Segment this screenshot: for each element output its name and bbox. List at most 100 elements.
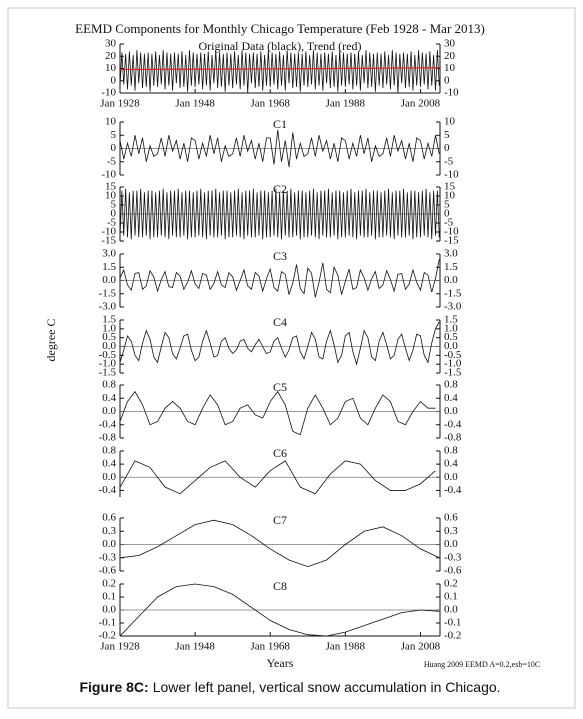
- y-tick-label: 0.8: [102, 445, 116, 457]
- y-tick-label: -0.4: [99, 418, 117, 430]
- figure-border: [7, 7, 576, 709]
- caption-label: Figure 8C:: [79, 679, 148, 695]
- x-tick-label: Jan 1928: [100, 641, 140, 653]
- y-tick-label: -3.0: [444, 301, 462, 313]
- y-tick-label: -0.3: [444, 551, 462, 563]
- panel-title: C5: [273, 380, 287, 394]
- y-tick-label: -5: [444, 217, 454, 229]
- y-tick-label: 0.0: [102, 274, 116, 286]
- y-tick-label: -15: [444, 235, 459, 247]
- y-tick-label: 10: [105, 116, 117, 128]
- caption-text: Lower left panel, vertical snow accumula…: [153, 679, 501, 695]
- x-tick-label: Jan 1948: [175, 98, 215, 110]
- y-tick-label: 0: [444, 208, 450, 220]
- y-tick-label: 0.4: [444, 458, 458, 470]
- y-tick-label: -10: [444, 87, 459, 99]
- credit: Huang 2009 EEMD A=0.2,esb=10C: [424, 660, 540, 669]
- panel-title: Original Data (black), Trend (red): [199, 39, 362, 53]
- series-line: [119, 67, 440, 71]
- y-axis-label: degree C: [44, 319, 58, 362]
- y-tick-label: 0.0: [102, 604, 116, 616]
- y-tick-label: 1.5: [102, 261, 116, 273]
- y-tick-label: 0.2: [444, 578, 458, 590]
- y-tick-label: 0.2: [102, 578, 116, 590]
- y-tick-label: 15: [105, 181, 117, 193]
- y-tick-label: -0.6: [444, 565, 462, 577]
- y-tick-label: -10: [444, 169, 459, 181]
- y-tick-label: 1.5: [444, 261, 458, 273]
- x-tick-label: Jan 1988: [326, 98, 366, 110]
- y-tick-label: -1.5: [444, 367, 462, 379]
- figure-title: EEMD Components for Monthly Chicago Temp…: [75, 21, 485, 36]
- series-line: [119, 460, 436, 495]
- y-tick-label: 30: [105, 38, 117, 50]
- panel-title: C1: [273, 117, 287, 131]
- y-tick-label: -1.5: [444, 287, 462, 299]
- y-tick-label: 0.0: [444, 538, 458, 550]
- y-tick-label: 0.6: [444, 512, 458, 524]
- panel-title: C7: [273, 513, 287, 527]
- panel-title: C3: [273, 249, 287, 263]
- y-tick-label: -10: [444, 226, 459, 238]
- y-tick-label: 0.0: [102, 471, 116, 483]
- y-tick-label: 0.4: [444, 392, 458, 404]
- y-tick-label: 0.1: [444, 591, 458, 603]
- x-tick-label: Jan 1988: [326, 641, 366, 653]
- y-tick-label: -1.5: [99, 287, 117, 299]
- y-tick-label: -1.0: [444, 358, 462, 370]
- y-tick-label: 0.0: [102, 340, 116, 352]
- y-tick-label: 0.5: [102, 331, 116, 343]
- y-tick-label: 0.0: [444, 471, 458, 483]
- y-tick-label: -10: [101, 169, 116, 181]
- y-tick-label: 15: [444, 181, 456, 193]
- y-tick-label: -0.4: [444, 418, 462, 430]
- series-line: [119, 390, 436, 436]
- y-tick-label: 0.0: [444, 405, 458, 417]
- y-tick-label: 20: [105, 50, 117, 62]
- panel-title: C6: [273, 446, 287, 460]
- y-tick-label: -10: [101, 87, 116, 99]
- y-tick-label: 0.1: [102, 591, 116, 603]
- y-tick-label: 0.4: [102, 458, 116, 470]
- y-tick-label: 0.8: [102, 379, 116, 391]
- y-tick-label: 0.0: [444, 340, 458, 352]
- caption: Figure 8C: Lower left panel, vertical sno…: [79, 679, 500, 695]
- y-tick-label: -0.5: [99, 349, 117, 361]
- y-tick-label: -15: [101, 235, 116, 247]
- y-tick-label: -0.1: [444, 617, 461, 629]
- series-line: [119, 259, 440, 298]
- y-tick-label: 0: [111, 74, 117, 86]
- y-tick-label: 0.8: [444, 379, 458, 391]
- y-tick-label: 10: [444, 116, 456, 128]
- x-tick-label: Jan 2008: [401, 98, 441, 110]
- y-tick-label: -1.5: [99, 367, 117, 379]
- y-tick-label: 0.8: [444, 445, 458, 457]
- series-line: [119, 50, 440, 94]
- y-tick-label: 0.6: [102, 512, 116, 524]
- y-tick-label: 5: [444, 129, 450, 141]
- y-tick-label: -0.5: [444, 349, 462, 361]
- y-tick-label: 0.0: [444, 604, 458, 616]
- panel-title: C4: [273, 315, 287, 329]
- x-axis-label: Years: [267, 656, 294, 670]
- series-line: [119, 321, 440, 366]
- y-tick-label: -0.8: [444, 432, 462, 444]
- y-tick-label: 0: [111, 208, 117, 220]
- y-tick-label: 0.3: [102, 525, 116, 537]
- y-tick-label: 0.0: [102, 538, 116, 550]
- y-tick-label: 10: [105, 190, 117, 202]
- y-tick-label: -3.0: [99, 301, 117, 313]
- y-tick-label: 0.0: [102, 405, 116, 417]
- y-tick-label: 1.0: [444, 322, 458, 334]
- y-tick-label: -0.2: [444, 630, 461, 642]
- y-tick-label: -1.0: [99, 358, 117, 370]
- y-tick-label: 0.0: [444, 274, 458, 286]
- y-tick-label: -0.1: [99, 617, 116, 629]
- panel-title: C8: [273, 579, 287, 593]
- x-tick-label: Jan 1968: [251, 98, 291, 110]
- y-tick-label: -0.8: [99, 432, 117, 444]
- y-tick-label: 3.0: [102, 248, 116, 260]
- series-line: [119, 188, 440, 240]
- y-tick-label: 0: [444, 142, 450, 154]
- series-line: [119, 129, 440, 168]
